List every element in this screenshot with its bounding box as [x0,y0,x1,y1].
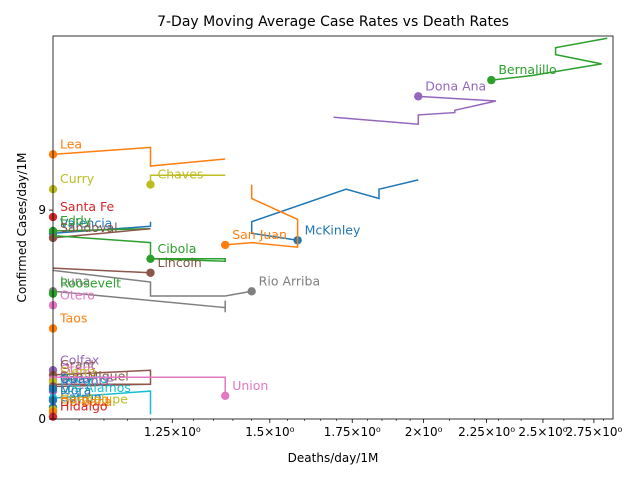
series-label: Los Alamos [60,380,131,395]
plot-marks: Bernalillo Dona Ana Lea Curry Chaves McKinley… [48,37,608,421]
series-label: McKinley [305,222,361,237]
series-end-point [146,268,155,277]
series-label: Grant [60,357,95,372]
series-line [52,390,152,415]
series-line [52,267,151,274]
series-label: Otero [60,362,95,377]
axes: 1.25×10⁰ 1.5×10⁰ 1.75×10⁰ 2×10⁰ 2.25×10⁰ 2.5×… [38,203,622,439]
x-tick-label: 2×10⁰ [405,425,443,439]
series-lincoln: Lincoln [52,255,202,277]
series-lea: Lea [48,136,226,167]
series-line [52,269,252,297]
x-tick-label: 1.25×10⁰ [144,425,201,439]
series-curry: Curry [48,171,95,194]
series-end-point [146,254,155,264]
plot-frame [52,35,614,420]
series-label: Luna [60,273,90,288]
series-label: Quay [60,371,93,386]
series-eddy: Eddy [48,213,151,236]
series-rio-arriba: Rio Arriba [52,269,320,297]
series-label: Sandoval [60,220,118,235]
series-san-juan: San Juan [221,184,299,250]
series-end-point [247,287,256,296]
x-tick-label: 1.75×10⁰ [324,425,381,439]
x-axis-label: Deaths/day/1M [288,451,379,465]
y-axis-label: Confirmed Cases/day/1M [15,153,29,303]
series-line [333,95,497,126]
series-label: Eddy [60,213,92,228]
series-label: Valencia [60,215,112,230]
series-label: San Miguel [60,369,129,384]
series-label: Taos [59,310,87,325]
series-label: De Baca [60,394,112,409]
chart-title: 7-Day Moving Average Case Rates vs Death… [157,14,509,30]
series-label: Dona Ana [425,78,486,93]
series-otero: Otero [48,287,95,310]
series-label: Curry [60,171,95,186]
y-tick-label: 9 [38,203,46,217]
series-line [52,234,226,262]
series-label: Mora [60,382,91,397]
series-chaves: Chaves [146,167,226,189]
series-line [53,376,226,396]
series-label: Rio Arriba [259,273,320,288]
x-tick-label: 2.75×10⁰ [565,425,622,439]
series-end-point [221,240,230,250]
series-label: Sierra [60,364,97,379]
y-tick-label: 0 [38,412,46,426]
series-mckinley: McKinley [250,179,419,245]
series-line [250,179,419,242]
series-bernalillo: Bernalillo [487,37,608,85]
series-label: Bernalillo [498,62,556,77]
series-label: Union [232,378,268,393]
x-tick-label: 1.5×10⁰ [245,425,294,439]
series-cibola: Cibola [52,234,226,264]
series-end-point [487,75,496,85]
series-dona-ana: Dona Ana [333,78,497,126]
series-label: San Juan [232,227,287,242]
series-line [52,290,226,313]
series-label: Santa Fe [60,199,115,214]
series-line [52,383,151,388]
series-label: Lea [60,136,82,151]
series-end-point [221,391,230,400]
series-label: Cibola [157,241,196,256]
series-line [52,146,226,167]
x-tick-label: 2.25×10⁰ [458,425,515,439]
series-union: Union [53,376,268,400]
series-label: Colfax [60,352,99,367]
series-label: Chaves [157,167,203,182]
series-line [52,227,151,232]
series-label: Hidalgo [60,399,108,414]
series-line [491,37,608,81]
series-label: Roosevelt [60,276,121,291]
series-label: Catron [60,389,102,404]
series-label: Lincoln [157,255,201,270]
series-taos: Taos [48,310,87,333]
series-end-point [146,180,155,189]
x-tick-label: 2.5×10⁰ [518,425,567,439]
series-line [225,184,299,249]
series-label: Otero [60,287,95,302]
series-hidalgo: Hidalgo [48,399,108,421]
series-label: Harding [60,392,109,407]
series-end-point [414,92,423,101]
series-label: Socorro [60,371,108,386]
series-label: Guadalupe [60,392,128,407]
